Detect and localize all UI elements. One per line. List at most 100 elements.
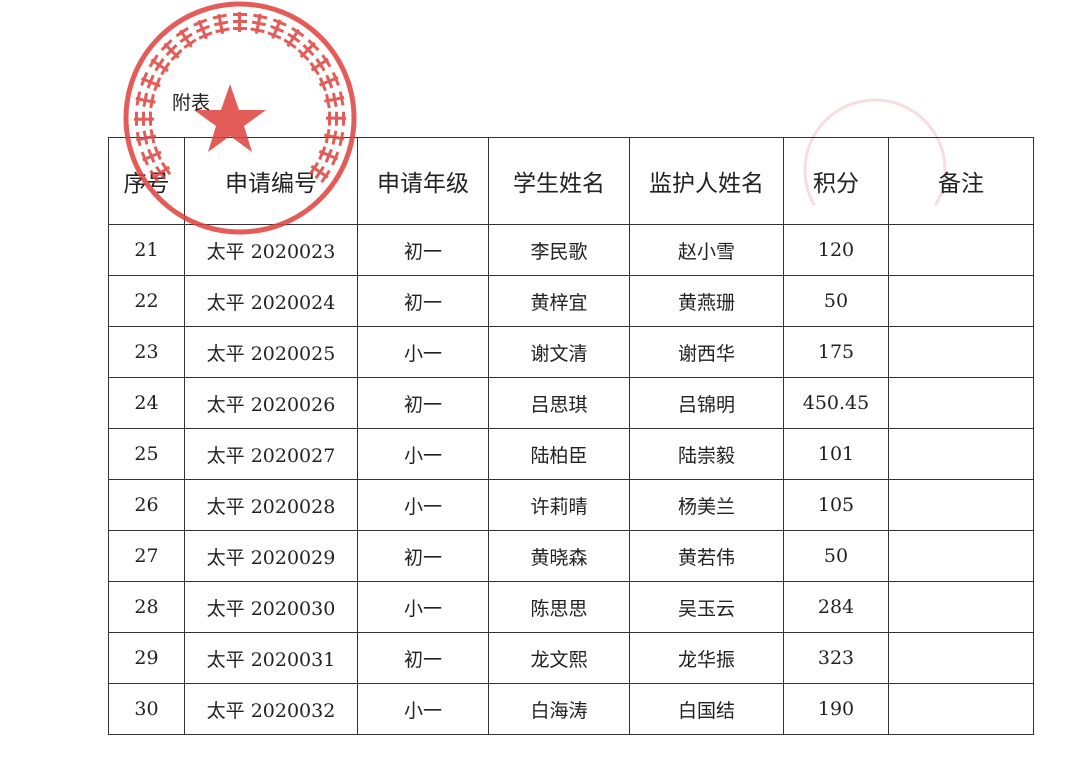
col-remarks-cell [888, 683, 1034, 735]
col-student-name-cell: 黄晓森 [488, 530, 630, 582]
col-remarks-cell [888, 377, 1034, 429]
col-points-cell: 50 [783, 530, 889, 582]
col-points-cell: 190 [783, 683, 889, 735]
seal-glyph-mark [250, 13, 268, 34]
col-points-cell: 175 [783, 326, 889, 378]
col-index-cell: 24 [108, 377, 185, 429]
col-application-no-cell: 太平 2020026 [184, 377, 358, 429]
col-remarks-cell [888, 479, 1034, 531]
col-application-no-header: 申请编号 [184, 137, 358, 225]
seal-glyph-mark [309, 54, 332, 76]
table-row: 24 太平 2020026 初一 吕思琪 吕锦明 450.45 [108, 377, 1034, 429]
applicant-table: 序号 申请编号 申请年级 学生姓名 监护人姓名 积分 备注 21 太平 2020023 初一 李民… [108, 137, 1034, 735]
col-application-no-cell: 太平 2020031 [184, 632, 358, 684]
col-guardian-name-cell: 陆崇毅 [629, 428, 784, 480]
seal-glyph-mark [283, 26, 305, 49]
col-index-cell: 25 [108, 428, 185, 480]
col-grade-cell: 小一 [357, 326, 489, 378]
col-grade-cell: 初一 [357, 275, 489, 327]
col-application-no-cell: 太平 2020030 [184, 581, 358, 633]
table-row: 26 太平 2020028 小一 许莉晴 杨美兰 105 [108, 479, 1034, 531]
col-remarks-cell [888, 632, 1034, 684]
col-index-cell: 23 [108, 326, 185, 378]
col-student-name-cell: 许莉晴 [488, 479, 630, 531]
table-row: 22 太平 2020024 初一 黄梓宜 黄燕珊 50 [108, 275, 1034, 327]
col-student-name-cell: 李民歌 [488, 224, 630, 276]
col-grade-cell: 小一 [357, 479, 489, 531]
col-remarks-cell [888, 428, 1034, 480]
table-row: 23 太平 2020025 小一 谢文清 谢西华 175 [108, 326, 1034, 378]
table-row: 30 太平 2020032 小一 白海涛 白国结 190 [108, 683, 1034, 735]
table-header-row: 序号 申请编号 申请年级 学生姓名 监护人姓名 积分 备注 [108, 137, 1034, 225]
col-grade-cell: 小一 [357, 428, 489, 480]
col-guardian-name-header: 监护人姓名 [629, 137, 784, 225]
seal-glyph-mark [135, 91, 156, 109]
col-student-name-cell: 黄梓宜 [488, 275, 630, 327]
seal-glyph-mark [233, 12, 247, 32]
col-points-header: 积分 [783, 137, 889, 225]
seal-glyph-mark [133, 111, 155, 126]
col-points-cell: 105 [783, 479, 889, 531]
col-remarks-cell [888, 530, 1034, 582]
col-student-name-cell: 白海涛 [488, 683, 630, 735]
seal-glyph-mark [160, 39, 183, 62]
col-application-no-cell: 太平 2020025 [184, 326, 358, 378]
seal-glyph-mark [148, 54, 171, 76]
col-remarks-cell [888, 224, 1034, 276]
col-guardian-name-cell: 黄燕珊 [629, 275, 784, 327]
col-index-cell: 27 [108, 530, 185, 582]
seal-glyph-mark [140, 71, 162, 92]
col-student-name-cell: 陈思思 [488, 581, 630, 633]
col-student-name-cell: 谢文清 [488, 326, 630, 378]
col-application-no-cell: 太平 2020024 [184, 275, 358, 327]
col-application-no-cell: 太平 2020029 [184, 530, 358, 582]
col-guardian-name-cell: 吕锦明 [629, 377, 784, 429]
col-grade-cell: 初一 [357, 377, 489, 429]
seal-glyph-mark [267, 18, 287, 40]
seal-glyph-mark [324, 91, 345, 109]
col-points-cell: 323 [783, 632, 889, 684]
col-guardian-name-cell: 谢西华 [629, 326, 784, 378]
col-student-name-cell: 陆柏臣 [488, 428, 630, 480]
col-guardian-name-cell: 吴玉云 [629, 581, 784, 633]
seal-glyph-mark [175, 26, 197, 49]
col-guardian-name-cell: 龙华振 [629, 632, 784, 684]
col-grade-cell: 初一 [357, 632, 489, 684]
seal-glyph-mark [193, 18, 213, 40]
col-grade-cell: 小一 [357, 683, 489, 735]
col-student-name-cell: 吕思琪 [488, 377, 630, 429]
col-grade-cell: 小一 [357, 581, 489, 633]
table-row: 28 太平 2020030 小一 陈思思 吴玉云 284 [108, 581, 1034, 633]
col-grade-cell: 初一 [357, 530, 489, 582]
col-guardian-name-cell: 黄若伟 [629, 530, 784, 582]
col-index-cell: 22 [108, 275, 185, 327]
col-guardian-name-cell: 白国结 [629, 683, 784, 735]
col-application-no-cell: 太平 2020023 [184, 224, 358, 276]
col-remarks-cell [888, 326, 1034, 378]
col-index-cell: 30 [108, 683, 185, 735]
col-points-cell: 284 [783, 581, 889, 633]
col-index-cell: 29 [108, 632, 185, 684]
caption: 附表 [172, 92, 211, 114]
col-guardian-name-cell: 赵小雪 [629, 224, 784, 276]
col-points-cell: 120 [783, 224, 889, 276]
table-row: 21 太平 2020023 初一 李民歌 赵小雪 120 [108, 224, 1034, 276]
col-remarks-cell [888, 275, 1034, 327]
seal-glyph-mark [318, 71, 340, 92]
col-application-no-cell: 太平 2020028 [184, 479, 358, 531]
col-grade-header: 申请年级 [357, 137, 489, 225]
col-remarks-cell [888, 581, 1034, 633]
col-points-cell: 450.45 [783, 377, 889, 429]
col-application-no-cell: 太平 2020032 [184, 683, 358, 735]
col-remarks-header: 备注 [888, 137, 1034, 225]
col-student-name-header: 学生姓名 [488, 137, 630, 225]
col-application-no-cell: 太平 2020027 [184, 428, 358, 480]
seal-glyph-mark [297, 39, 320, 62]
col-index-cell: 26 [108, 479, 185, 531]
col-index-cell: 28 [108, 581, 185, 633]
col-index-cell: 21 [108, 224, 185, 276]
seal-glyph-mark [325, 111, 347, 126]
table-row: 27 太平 2020029 初一 黄晓森 黄若伟 50 [108, 530, 1034, 582]
table-row: 25 太平 2020027 小一 陆柏臣 陆崇毅 101 [108, 428, 1034, 480]
col-grade-cell: 初一 [357, 224, 489, 276]
